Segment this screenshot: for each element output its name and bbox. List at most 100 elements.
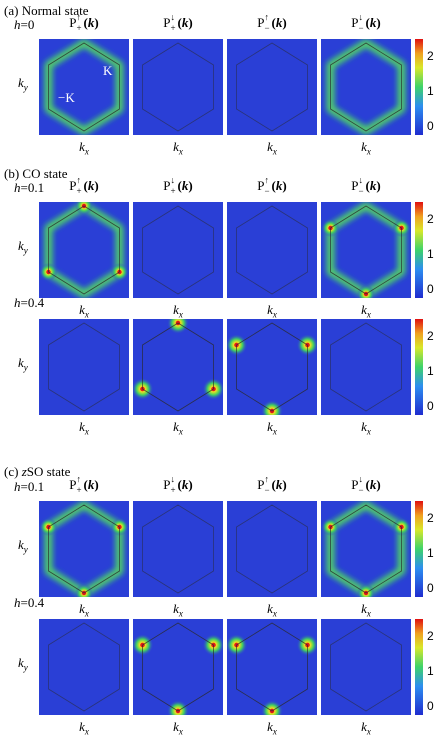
panel-background [39, 619, 129, 715]
kx-axis-label: kx [267, 139, 277, 157]
peak-glow [75, 202, 93, 215]
kx-axis-label: kx [361, 419, 371, 437]
section-prefix: (a) [4, 3, 22, 18]
brillouin-zone-hexagon [330, 504, 402, 594]
peak-glow [75, 584, 93, 597]
brillouin-zone-hexagon [48, 42, 120, 132]
section-main: Normal state [21, 3, 89, 18]
panel-title: P ↓ + (k) [163, 175, 193, 197]
brillouin-zone-hexagon [330, 205, 402, 295]
kx-axis-label: kx [79, 601, 89, 619]
brillouin-zone-hexagon [48, 622, 120, 712]
h-label: h=0.4 [14, 595, 45, 610]
panel-title: P ↓ + (k) [163, 12, 193, 34]
brillouin-zone-hexagon [330, 322, 402, 412]
section-main: CO state [22, 166, 68, 181]
colorbar-tick-label: 0 [427, 282, 434, 296]
kx-axis-label: kx [361, 601, 371, 619]
h-label: h=0.1 [14, 180, 45, 195]
panel-title: P ↓ − (k) [351, 175, 381, 197]
kx-axis-label: kx [267, 419, 277, 437]
brillouin-zone-hexagon [48, 322, 120, 412]
section-title-a: (a) Normal state [4, 3, 88, 19]
h-label: h=0.4 [14, 295, 45, 310]
kx-axis-label: kx [361, 139, 371, 157]
kx-axis-label: kx [173, 601, 183, 619]
panel-background [227, 619, 317, 715]
kx-axis-label: kx [79, 302, 89, 320]
section-prefix: (b) [4, 166, 23, 181]
panel-background [133, 319, 223, 415]
heatmap-panel [39, 319, 129, 415]
panel-title: P ↓ − (k) [351, 474, 381, 496]
colorbar-tick-label: 1 [427, 546, 434, 560]
heatmap-panel [39, 501, 129, 597]
panel-background [133, 501, 223, 597]
panel-background [321, 319, 411, 415]
colorbar [415, 202, 423, 298]
brillouin-zone-hexagon [142, 504, 214, 594]
ky-axis-label: ky [18, 75, 28, 93]
panel-title: P ↓ − (k) [351, 12, 381, 34]
kx-axis-label: kx [361, 302, 371, 320]
ky-axis-label: ky [18, 537, 28, 555]
panel-background [39, 501, 129, 597]
ky-axis-label: ky [18, 238, 28, 256]
kx-axis-label: kx [79, 139, 89, 157]
peak-glow [167, 319, 189, 334]
section-prefix: (c) [4, 464, 22, 479]
colorbar [415, 39, 423, 135]
panel-background [227, 319, 317, 415]
panel-background [133, 39, 223, 135]
colorbar-gradient [415, 319, 423, 415]
colorbar-gradient [415, 619, 423, 715]
kx-axis-label: kx [267, 601, 277, 619]
colorbar-tick-label: 0 [427, 699, 434, 713]
brillouin-zone-hexagon [236, 42, 308, 132]
ky-axis-label: ky [18, 655, 28, 673]
heatmap-panel [227, 501, 317, 597]
section-main: SO state [26, 464, 71, 479]
brillouin-zone-hexagon [142, 622, 214, 712]
kx-axis-label: kx [79, 419, 89, 437]
colorbar-tick-label: 0 [427, 119, 434, 133]
colorbar [415, 619, 423, 715]
kx-axis-label: kx [173, 302, 183, 320]
brillouin-zone-hexagon [48, 205, 120, 295]
panel-title: P ↑ − (k) [257, 175, 287, 197]
colorbar-tick-label: 2 [427, 329, 434, 343]
brillouin-zone-hexagon [236, 504, 308, 594]
h-label: h=0.1 [14, 479, 45, 494]
colorbar-tick-label: 1 [427, 664, 434, 678]
panel-background [321, 501, 411, 597]
colorbar-tick-label: 1 [427, 84, 434, 98]
colorbar-tick-label: 2 [427, 49, 434, 63]
heatmap-panel [321, 619, 411, 715]
colorbar-tick-label: 2 [427, 629, 434, 643]
panel-background [133, 619, 223, 715]
heatmap-panel [133, 619, 223, 715]
heatmap-panel [133, 202, 223, 298]
brillouin-zone-hexagon [236, 622, 308, 712]
panel-background [39, 202, 129, 298]
kx-axis-label: kx [173, 719, 183, 737]
heatmap-panel [227, 619, 317, 715]
section-italic: z [21, 464, 27, 479]
panel-title: P ↑ + (k) [69, 12, 99, 34]
panel-title: P ↑ + (k) [69, 175, 99, 197]
panel-background [321, 202, 411, 298]
peak-glow [167, 700, 189, 715]
kx-axis-label: kx [267, 302, 277, 320]
panel-background [39, 319, 129, 415]
heatmap-panel [321, 39, 411, 135]
peak-glow [357, 584, 375, 597]
kx-axis-label: kx [79, 719, 89, 737]
colorbar-tick-label: 2 [427, 511, 434, 525]
brillouin-zone-hexagon [142, 205, 214, 295]
brillouin-zone-hexagon [48, 504, 120, 594]
colorbar-gradient [415, 202, 423, 298]
colorbar-tick-label: 0 [427, 581, 434, 595]
colorbar-tick-label: 0 [427, 399, 434, 413]
kx-axis-label: kx [361, 719, 371, 737]
panel-title: P ↓ + (k) [163, 474, 193, 496]
